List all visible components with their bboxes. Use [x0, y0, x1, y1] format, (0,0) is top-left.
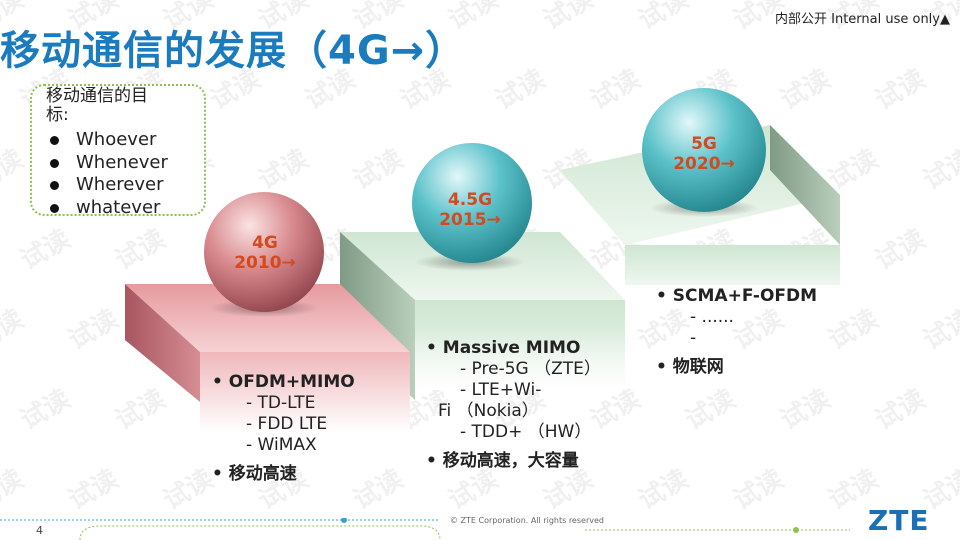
- tech-subitem: - WiMAX: [246, 435, 317, 455]
- sphere-label-4g: 4G 2010→: [215, 233, 315, 273]
- goal-box-title: 移动通信的目标:: [46, 86, 148, 125]
- sphere-label-45g: 4.5G 2015→: [420, 190, 520, 230]
- tech-subitem: - TDD+ （HW）: [460, 422, 592, 442]
- tech-subitem: -: [690, 328, 697, 348]
- goal-list: Whoever Whenever Wherever whatever: [48, 129, 168, 219]
- tech-subitem: - LTE+Wi-: [460, 380, 542, 400]
- feature-heading: 移动高速: [212, 464, 355, 485]
- sphere-5g: [642, 88, 766, 212]
- slide-title: 移动通信的发展（4G→）: [0, 28, 467, 74]
- goal-item: Wherever: [48, 174, 168, 197]
- tech-subitem: - Pre-5G （ZTE）: [460, 359, 601, 379]
- copyright-text: © ZTE Corporation. All rights reserved: [450, 516, 604, 525]
- sphere-label-gen: 4G: [252, 233, 278, 253]
- sphere-label-gen: 5G: [691, 134, 717, 154]
- sphere-label-year: 2010→: [234, 253, 296, 273]
- stage-4g-details: OFDM+MIMO - TD-LTE - FDD LTE - WiMAX 移动高…: [212, 372, 355, 485]
- feature-heading: 物联网: [656, 357, 817, 378]
- zte-logo: ZTE: [868, 504, 930, 537]
- sphere-4g: [204, 192, 324, 312]
- goal-box: [30, 84, 206, 216]
- sphere-label-year: 2020→: [673, 154, 735, 174]
- feature-heading: 移动高速，大容量: [426, 451, 601, 472]
- goal-item: Whoever: [48, 129, 168, 152]
- tech-heading: Massive MIMO: [426, 338, 601, 359]
- tech-subitem: - ......: [690, 307, 734, 327]
- tech-subitem: - FDD LTE: [246, 414, 328, 434]
- stage-5g-details: SCMA+F-OFDM - ...... - 物联网: [656, 286, 817, 378]
- sphere-label-gen: 4.5G: [447, 190, 493, 210]
- tech-heading: OFDM+MIMO: [212, 372, 355, 393]
- goal-item: Whenever: [48, 152, 168, 175]
- security-note: 内部公开 Internal use only▲: [774, 12, 950, 27]
- tech-subitem: - TD-LTE: [246, 393, 316, 413]
- page-number: 4: [36, 524, 43, 537]
- sphere-label-year: 2015→: [439, 210, 501, 230]
- footer-decor: [0, 518, 850, 540]
- tech-heading: SCMA+F-OFDM: [656, 286, 817, 307]
- stage-45g-details: Massive MIMO - Pre-5G （ZTE） - LTE+Wi- Fi…: [426, 338, 601, 472]
- tech-subitem: Fi （Nokia）: [438, 401, 539, 421]
- goal-item: whatever: [48, 197, 168, 220]
- sphere-label-5g: 5G 2020→: [654, 134, 754, 174]
- sphere-45g: [412, 143, 532, 263]
